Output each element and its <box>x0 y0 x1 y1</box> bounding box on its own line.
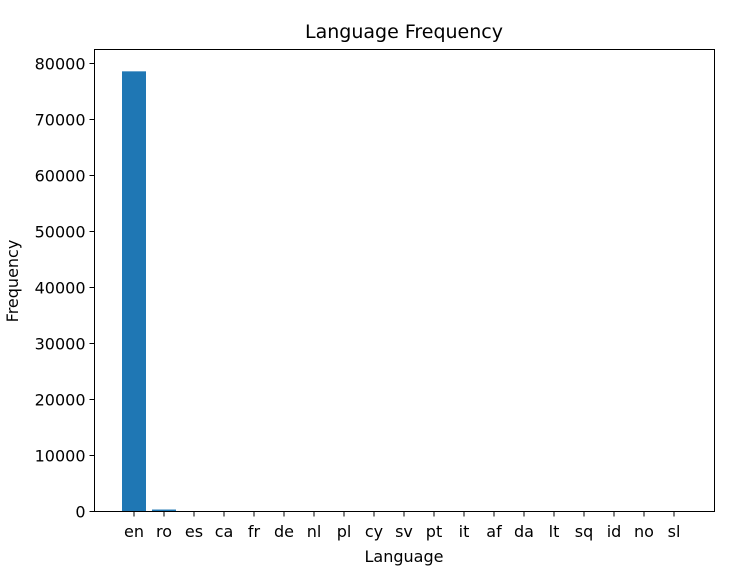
chart-title: Language Frequency <box>305 21 503 43</box>
y-tick-label-50000: 50000 <box>35 223 86 242</box>
bar-ro <box>152 509 176 512</box>
x-tick-label-de: de <box>274 522 294 541</box>
y-tick-label-10000: 10000 <box>35 447 86 466</box>
x-tick-label-no: no <box>634 522 654 541</box>
y-axis-ticks: 0 10000 20000 30000 40000 50000 60000 70000 8000… <box>35 55 95 522</box>
x-tick-label-nl: nl <box>307 522 322 541</box>
bars-group <box>122 71 686 512</box>
x-tick-label-da: da <box>514 522 534 541</box>
x-tick-label-fr: fr <box>248 522 261 541</box>
x-tick-label-ca: ca <box>215 522 234 541</box>
y-tick-label-80000: 80000 <box>35 55 86 74</box>
y-tick-label-40000: 40000 <box>35 279 86 298</box>
y-axis-label: Frequency <box>3 240 22 323</box>
x-tick-label-it: it <box>459 522 470 541</box>
x-tick-label-en: en <box>124 522 144 541</box>
plot-area-frame <box>94 49 715 512</box>
y-tick-label-20000: 20000 <box>35 391 86 410</box>
y-tick-label-30000: 30000 <box>35 335 86 354</box>
x-tick-label-es: es <box>185 522 203 541</box>
x-tick-label-lt: lt <box>549 522 560 541</box>
x-tick-label-sq: sq <box>575 522 594 541</box>
x-tick-label-pl: pl <box>337 522 352 541</box>
x-axis-label: Language <box>365 547 444 566</box>
x-axis-ticks: en ro es ca fr de nl pl cy sv pt it af da lt sq id no sl <box>124 511 681 541</box>
x-tick-label-ro: ro <box>156 522 172 541</box>
x-tick-label-sl: sl <box>668 522 681 541</box>
y-tick-label-60000: 60000 <box>35 167 86 186</box>
bar-en <box>122 71 146 512</box>
x-tick-label-id: id <box>607 522 622 541</box>
x-tick-label-pt: pt <box>426 522 442 541</box>
x-tick-label-cy: cy <box>365 522 383 541</box>
y-tick-label-70000: 70000 <box>35 111 86 130</box>
y-tick-label-0: 0 <box>75 503 85 522</box>
x-tick-label-sv: sv <box>395 522 413 541</box>
x-tick-label-af: af <box>486 522 502 541</box>
